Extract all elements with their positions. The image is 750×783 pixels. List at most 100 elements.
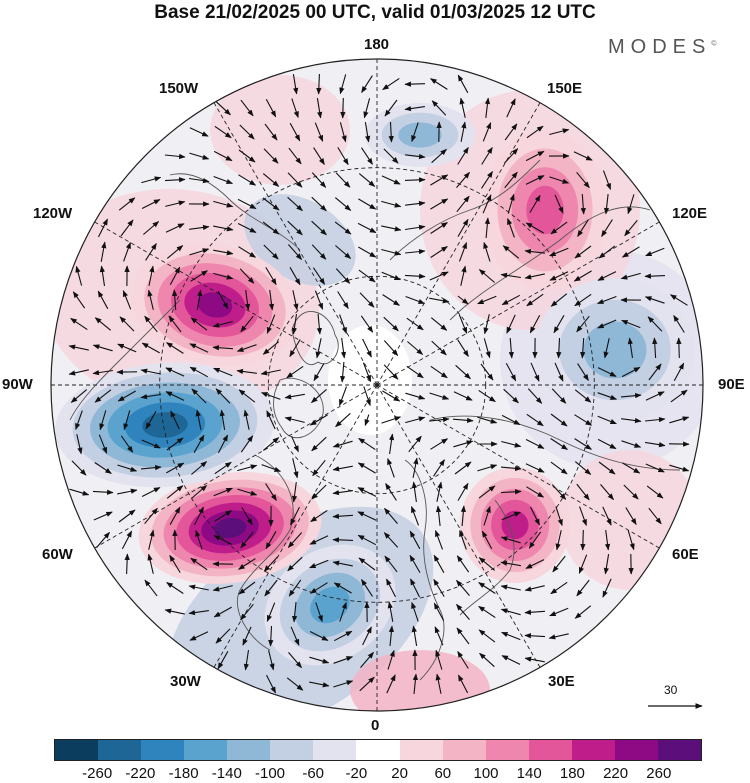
wind-vector xyxy=(266,674,276,694)
wind-vector xyxy=(144,315,158,333)
wind-vector xyxy=(70,389,88,403)
wind-vector xyxy=(96,531,110,548)
wind-vector xyxy=(189,343,209,353)
wind-vector xyxy=(525,559,545,569)
wind-vector xyxy=(243,650,250,671)
colorbar-tick-label: -60 xyxy=(302,765,325,782)
wind-vector xyxy=(261,464,282,472)
wind-vector xyxy=(484,217,490,239)
colorbar-cell xyxy=(485,740,529,760)
wind-vector xyxy=(266,410,276,430)
wind-vector xyxy=(172,289,178,311)
wind-vector xyxy=(669,464,690,472)
wind-vector xyxy=(213,249,234,256)
wind-vector xyxy=(411,122,419,143)
wind-vector xyxy=(500,584,521,591)
wind-vector xyxy=(237,464,258,472)
wind-vector xyxy=(332,513,354,519)
wind-vector xyxy=(500,608,521,616)
wind-vector xyxy=(576,579,590,597)
wind-vector xyxy=(217,434,229,454)
wind-vector xyxy=(549,176,570,184)
wind-vector xyxy=(528,531,542,549)
colorbar-cell xyxy=(614,740,658,760)
wind-vector xyxy=(621,417,642,424)
lon-label-0: 0 xyxy=(371,717,380,734)
wind-vector xyxy=(168,315,182,333)
wind-vector xyxy=(434,626,444,646)
wind-vector xyxy=(190,270,208,282)
wind-vector xyxy=(676,337,682,359)
wind-vector xyxy=(500,465,522,471)
wind-vector xyxy=(549,607,569,617)
wind-vector xyxy=(669,294,688,306)
wind-vector xyxy=(141,439,161,449)
wind-vector xyxy=(452,417,474,423)
wind-vector xyxy=(555,530,562,551)
wind-vector xyxy=(268,290,275,311)
anomaly-siberia-high xyxy=(483,130,607,290)
wind-vector xyxy=(94,317,112,331)
wind-vector xyxy=(214,510,232,522)
wind-vector xyxy=(213,606,232,618)
anomaly-band xyxy=(244,194,356,286)
wind-vector xyxy=(287,532,303,548)
wind-vector xyxy=(456,171,470,188)
wind-vector xyxy=(525,175,545,185)
wind-vector xyxy=(405,416,426,424)
wind-vector xyxy=(291,602,298,623)
wind-vector xyxy=(550,581,568,595)
colorbar-cell xyxy=(657,740,701,760)
wind-vector xyxy=(148,529,155,550)
anomaly-canada-high xyxy=(130,243,300,367)
wind-vector xyxy=(358,246,377,258)
colorbar-tick-label: 220 xyxy=(603,765,629,782)
wind-vector xyxy=(141,176,162,184)
wind-vector xyxy=(550,438,568,450)
wind-vector xyxy=(213,150,233,162)
wind-vector xyxy=(68,369,89,376)
colorbar-tick-label: 100 xyxy=(473,765,499,782)
meridian-line xyxy=(376,102,541,386)
wind-vector xyxy=(576,315,590,333)
wind-vector xyxy=(191,485,208,499)
anomaly-contour xyxy=(213,518,247,538)
wind-vector xyxy=(524,273,545,280)
wind-vector xyxy=(166,462,185,474)
wind-vector xyxy=(623,484,639,500)
wind-vector xyxy=(243,409,250,430)
wind-vector xyxy=(381,416,402,424)
wind-vector xyxy=(315,338,322,359)
wind-vector xyxy=(215,100,231,116)
wind-vector xyxy=(309,414,328,426)
wind-vector xyxy=(191,388,207,404)
wind-vector xyxy=(266,314,276,334)
brand-text: MODES xyxy=(608,36,712,58)
wind-vector xyxy=(92,489,114,495)
wind-vector xyxy=(525,150,545,162)
wind-vector xyxy=(94,389,112,403)
wind-vector xyxy=(673,362,685,382)
wind-vector xyxy=(483,338,491,359)
wind-vector xyxy=(263,148,279,164)
wind-vector xyxy=(458,314,468,334)
wind-vector xyxy=(648,507,662,525)
wind-vector xyxy=(456,603,470,620)
wind-vector xyxy=(501,631,521,641)
wind-vector xyxy=(603,338,610,359)
wind-vector xyxy=(316,313,322,335)
wind-vector xyxy=(339,601,347,622)
wind-vector xyxy=(121,530,133,550)
wind-vector xyxy=(292,74,299,95)
wind-vector xyxy=(265,267,277,286)
wind-vector xyxy=(407,341,424,355)
wind-vector xyxy=(524,633,546,639)
wind-vector xyxy=(312,459,326,477)
wind-vector xyxy=(144,507,158,525)
wind-vector xyxy=(580,193,586,215)
wind-vector xyxy=(97,290,109,310)
wind-vector xyxy=(627,337,634,358)
wind-vector xyxy=(237,223,257,233)
wind-vector xyxy=(94,462,112,474)
wind-vector xyxy=(166,245,184,259)
